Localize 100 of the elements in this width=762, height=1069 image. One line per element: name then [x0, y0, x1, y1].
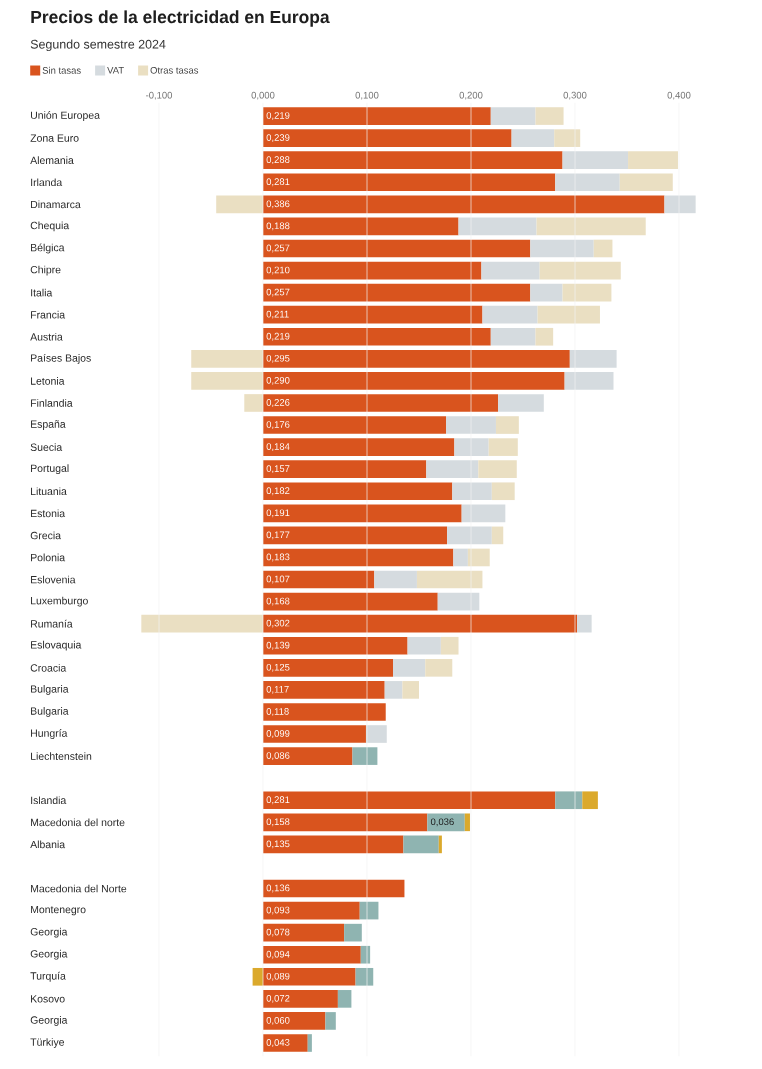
x-tick-label: 0,300 — [563, 91, 587, 100]
bar — [464, 813, 470, 832]
y-tick-label: Chequia — [30, 221, 70, 232]
y-tick-label: Türkiye — [30, 1038, 65, 1048]
y-tick-label: España — [31, 420, 66, 430]
y-tick-label: Letonia — [31, 377, 65, 385]
y-tick-label: Rumanía — [31, 619, 73, 628]
y-tick-label: Georgia — [30, 1016, 68, 1026]
data-label: 0,060 — [266, 1017, 290, 1025]
bar — [191, 350, 263, 368]
bar — [511, 129, 555, 147]
bar — [263, 394, 499, 412]
chart-subtitle: Segundo semestre 2024 — [30, 39, 166, 52]
bar — [263, 283, 531, 302]
y-tick-label: Kosovo — [31, 995, 65, 1003]
bar — [263, 747, 353, 765]
bar — [216, 195, 263, 214]
bar — [461, 504, 506, 523]
bar — [535, 327, 554, 346]
bar — [263, 636, 408, 655]
data-label: 0,191 — [266, 509, 290, 518]
x-tick-label: 0,400 — [667, 91, 691, 100]
y-tick-label: Croacia — [30, 663, 67, 672]
bar — [263, 173, 556, 192]
bar — [488, 438, 518, 456]
data-label: 0,182 — [266, 487, 290, 496]
data-label: 0,118 — [266, 708, 289, 716]
data-label: 0,188 — [266, 222, 290, 231]
y-tick-label: Polonia — [31, 553, 66, 562]
bar — [530, 239, 594, 258]
y-tick-label: Georgia — [30, 927, 68, 938]
bar — [481, 261, 540, 280]
data-label: 0,043 — [266, 1039, 290, 1047]
bar — [438, 835, 442, 854]
data-label: 0,072 — [266, 994, 290, 1003]
data-label: 0,177 — [266, 531, 290, 540]
bar — [458, 217, 537, 236]
bar — [453, 548, 468, 567]
y-tick-label: Liechtenstein — [31, 752, 92, 760]
y-tick-label: Eslovenia — [31, 575, 76, 584]
bar — [325, 1012, 336, 1030]
y-tick-label: Bélgica — [31, 243, 65, 254]
bar — [263, 504, 462, 523]
bar — [263, 107, 491, 125]
y-tick-label: Grecia — [30, 531, 61, 540]
bar — [490, 327, 536, 346]
bar — [446, 416, 496, 434]
bar — [263, 703, 386, 721]
y-tick-label: Luxemburgo — [31, 596, 88, 607]
bar — [454, 438, 489, 456]
bar — [569, 350, 617, 368]
legend-label: Sin tasas — [42, 66, 81, 74]
bar — [263, 923, 345, 942]
bar — [593, 239, 613, 258]
y-tick-label: Hungría — [31, 729, 68, 739]
bar — [536, 217, 646, 236]
y-tick-label: Estonia — [31, 509, 66, 518]
bar — [263, 614, 578, 633]
data-label: 0,211 — [266, 310, 289, 319]
y-tick-label: Turquía — [30, 971, 66, 982]
y-tick-label: Islandia — [31, 796, 67, 805]
bar — [374, 570, 417, 589]
y-tick-label: Zona Euro — [30, 134, 79, 142]
data-label: 0,386 — [266, 200, 290, 209]
data-label: 0,290 — [266, 376, 290, 385]
bar — [307, 1034, 312, 1052]
data-label: 0,094 — [266, 950, 290, 959]
data-label: 0,078 — [266, 928, 290, 937]
y-tick-label: Irlanda — [31, 178, 63, 187]
data-label: 0,089 — [266, 972, 290, 981]
x-tick-label: 0,000 — [251, 91, 275, 100]
bar — [619, 173, 673, 192]
bar — [263, 1012, 326, 1030]
data-label: 0,288 — [266, 156, 290, 165]
data-label: 0,125 — [266, 663, 290, 672]
bar — [582, 791, 598, 810]
bar — [393, 658, 426, 677]
bar — [263, 151, 563, 170]
bar — [263, 482, 453, 501]
y-tick-label: Lituania — [31, 487, 67, 496]
y-tick-label: Francia — [31, 310, 66, 319]
bar — [263, 327, 491, 346]
bar — [447, 526, 492, 545]
bar — [537, 305, 600, 324]
bar — [263, 570, 375, 589]
y-tick-label: Alemania — [30, 156, 74, 165]
bar — [263, 791, 556, 810]
bar — [263, 350, 570, 368]
data-label: 0,136 — [266, 884, 290, 893]
bar — [263, 261, 482, 280]
bar — [263, 879, 405, 898]
y-tick-label: Bulgaria — [31, 685, 69, 695]
bar — [562, 151, 629, 170]
data-label: 0,302 — [266, 619, 290, 628]
bar — [452, 482, 492, 501]
y-tick-label: Austria — [30, 332, 63, 341]
bar — [535, 107, 564, 125]
y-tick-label: Macedonia del norte — [31, 818, 125, 827]
bar — [555, 791, 583, 810]
bar — [425, 658, 453, 677]
